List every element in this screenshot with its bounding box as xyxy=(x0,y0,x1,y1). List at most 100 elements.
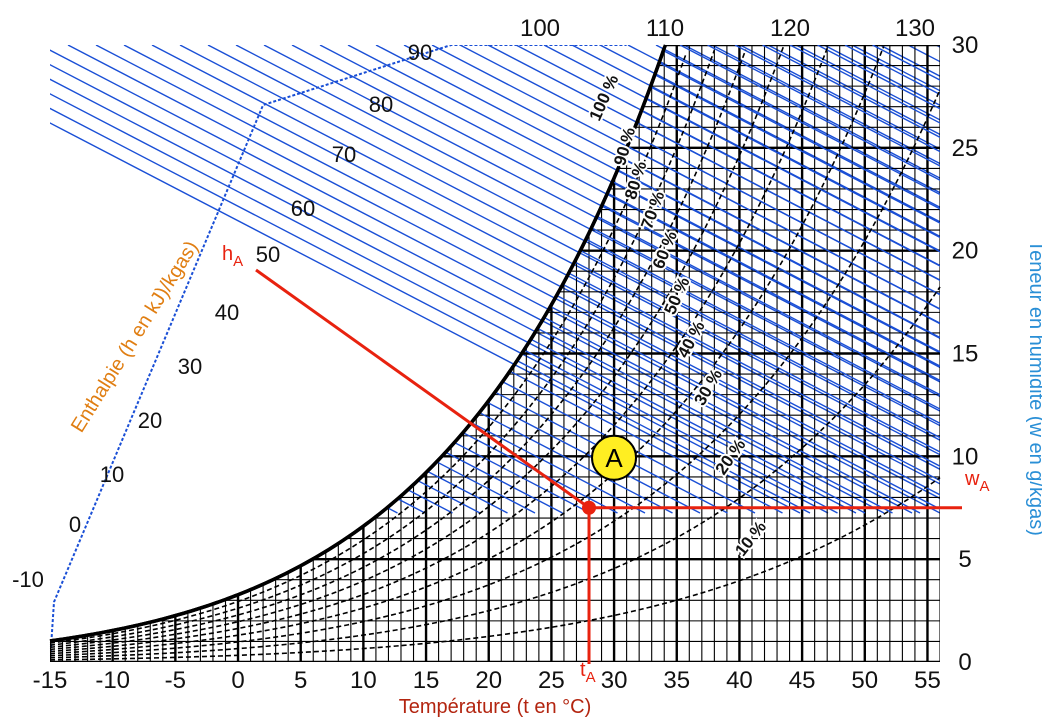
enthalpy-line xyxy=(514,45,940,514)
x-tick-label: -5 xyxy=(165,667,186,694)
x-axis-title: Température (t en °C) xyxy=(399,696,592,718)
enthalpy-line xyxy=(377,45,940,514)
x-tick-label: -15 xyxy=(33,667,68,694)
y-tick-label: 20 xyxy=(952,238,979,265)
enthalpy-line xyxy=(50,78,885,514)
x-tick-label: 45 xyxy=(789,667,816,694)
y-tick-label: 5 xyxy=(958,546,971,573)
enthalpy-line xyxy=(50,45,673,514)
top-tick-label: 120 xyxy=(770,15,810,42)
enthalpy-line xyxy=(50,45,508,514)
enthalpy-marker-line xyxy=(255,268,590,509)
enthalpy-tick-label: -10 xyxy=(12,567,44,592)
x-tick-label: -10 xyxy=(95,667,130,694)
x-tick-label: 30 xyxy=(601,667,628,694)
enthalpy-line xyxy=(624,45,940,514)
x-tick-label: 55 xyxy=(914,667,941,694)
y-axis-title: Teneur en humidité (w en g/kgas) xyxy=(1025,240,1042,536)
enthalpy-tick-label: 60 xyxy=(291,196,315,221)
enthalpy-line xyxy=(235,45,940,412)
saturation-curve xyxy=(49,44,668,643)
y-tick-label: 30 xyxy=(952,32,979,59)
x-tick-label: 15 xyxy=(413,667,440,694)
enthalpy-line xyxy=(599,45,940,223)
y-tick-label: 15 xyxy=(952,341,979,368)
y-tick-label: 10 xyxy=(952,443,979,470)
enthalpy-line xyxy=(50,45,233,514)
enthalpy-tick-label: 10 xyxy=(100,462,124,487)
top-tick-label: 110 xyxy=(646,15,684,42)
x-tick-label: 0 xyxy=(231,667,244,694)
enthalpy-line xyxy=(291,45,940,383)
enthalpy-tick-label: 20 xyxy=(138,408,162,433)
t-a-label: tA xyxy=(580,659,596,686)
enthalpy-tick-label: 70 xyxy=(332,142,356,167)
enthalpy-axis-title: Enthalpie (h en kJ)/kgas) xyxy=(67,237,203,436)
enthalpy-line xyxy=(50,45,151,514)
enthalpy-line xyxy=(50,107,829,514)
enthalpy-line xyxy=(762,45,940,514)
enthalpy-tick-label: 90 xyxy=(408,40,432,65)
x-tick-label: 10 xyxy=(350,667,377,694)
enthalpy-tick-label: 30 xyxy=(178,354,202,379)
enthalpy-line xyxy=(319,45,940,369)
enthalpy-line xyxy=(129,45,940,514)
top-tick-label: 100 xyxy=(520,15,560,42)
enthalpy-line xyxy=(571,45,940,238)
enthalpy-line xyxy=(179,45,940,441)
enthalpy-line xyxy=(50,93,857,514)
enthalpy-line xyxy=(50,45,261,514)
enthalpy-tick-label: 50 xyxy=(256,242,280,267)
point-a-badge xyxy=(591,434,638,481)
enthalpy-line xyxy=(683,45,940,179)
enthalpy-line xyxy=(50,45,288,514)
enthalpy-tick-label: 0 xyxy=(69,512,81,537)
x-tick-label: 5 xyxy=(294,667,307,694)
rh-curve-80 xyxy=(49,49,716,646)
y-tick-label: 0 xyxy=(958,649,971,676)
enthalpy-line xyxy=(679,45,940,514)
enthalpy-border xyxy=(50,45,627,662)
rh-curve-50 xyxy=(49,47,828,653)
enthalpy-tick-label: 80 xyxy=(369,92,393,117)
enthalpy-line xyxy=(652,45,940,514)
w-a-label: wA xyxy=(964,468,989,495)
enthalpy-line xyxy=(50,45,398,514)
point-a-marker: AhA wA tA xyxy=(222,243,989,686)
enthalpy-line xyxy=(50,45,563,514)
rh-curve-10 xyxy=(49,476,941,661)
enthalpy-line xyxy=(123,45,940,471)
rh-curve-60 xyxy=(49,46,785,651)
enthalpy-line xyxy=(734,45,940,514)
enthalpy-line xyxy=(50,45,921,514)
y-tick-label: 25 xyxy=(952,135,979,162)
enthalpy-line xyxy=(67,45,940,500)
enthalpy-line xyxy=(542,45,940,514)
x-tick-label: 25 xyxy=(538,667,565,694)
x-tick-label: 40 xyxy=(726,667,753,694)
enthalpy-line xyxy=(50,45,481,514)
enthalpy-line xyxy=(347,45,940,354)
enthalpy-line xyxy=(95,45,940,485)
enthalpy-line xyxy=(711,45,940,165)
enthalpy-line xyxy=(597,45,940,514)
enthalpy-line xyxy=(707,45,940,514)
enthalpy-line xyxy=(50,63,913,514)
enthalpy-line xyxy=(207,45,940,427)
enthalpy-tick-label: 40 xyxy=(215,300,239,325)
enthalpy-line xyxy=(655,45,940,194)
enthalpy-line xyxy=(50,45,618,514)
enthalpy-line xyxy=(627,45,940,209)
rh-curve-20 xyxy=(49,286,941,659)
top-tick-label: 130 xyxy=(895,15,935,42)
x-tick-label: 20 xyxy=(475,667,502,694)
enthalpy-line xyxy=(767,45,940,136)
h-a-label: hA xyxy=(222,243,243,270)
tick-labels: -15 -10 -5 0 5 10 15 20 25 30 35 40 45 50 55 0 5 10 15 20 25… xyxy=(12,15,978,694)
point-a-dot xyxy=(582,500,597,515)
enthalpy-line xyxy=(50,45,646,514)
x-tick-label: 50 xyxy=(851,667,878,694)
rh-curve-90 xyxy=(49,53,687,644)
rh-curve-40 xyxy=(49,46,885,655)
